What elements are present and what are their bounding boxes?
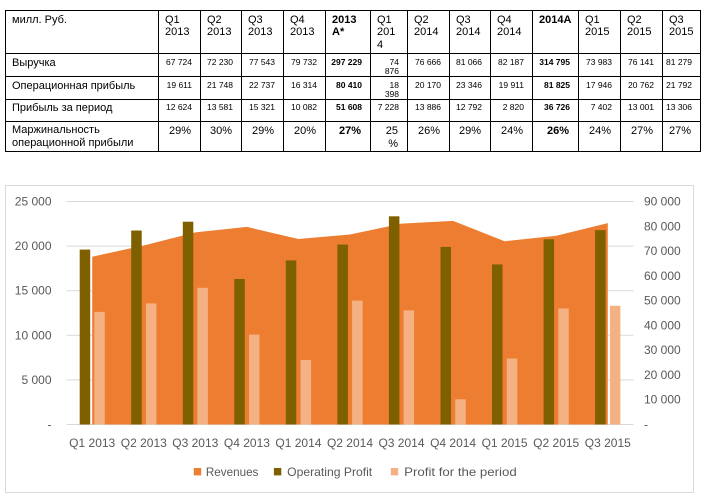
svg-text:40 000: 40 000 — [644, 318, 681, 332]
svg-text:60 000: 60 000 — [644, 269, 681, 283]
svg-text:20 000: 20 000 — [644, 368, 681, 382]
svg-text:Profit for the period: Profit for the period — [404, 465, 517, 479]
svg-text:20 000: 20 000 — [15, 239, 52, 253]
svg-text:Q1 2013: Q1 2013 — [69, 436, 115, 450]
svg-text:Q1 2014: Q1 2014 — [275, 436, 321, 450]
svg-text:25 000: 25 000 — [15, 195, 52, 209]
svg-text:-: - — [644, 418, 648, 432]
svg-text:5 000: 5 000 — [21, 373, 51, 387]
svg-text:Q4 2013: Q4 2013 — [224, 436, 270, 450]
svg-text:50 000: 50 000 — [644, 294, 681, 308]
svg-text:Q3 2013: Q3 2013 — [172, 436, 218, 450]
svg-text:90 000: 90 000 — [644, 195, 681, 209]
svg-text:15 000: 15 000 — [15, 284, 52, 298]
svg-text:Q4 2014: Q4 2014 — [430, 436, 476, 450]
svg-text:Q1 2015: Q1 2015 — [482, 436, 528, 450]
svg-text:-: - — [48, 418, 52, 432]
svg-text:Q3 2014: Q3 2014 — [378, 436, 424, 450]
svg-text:10 000: 10 000 — [15, 328, 52, 342]
svg-text:10 000: 10 000 — [644, 393, 681, 407]
svg-text:70 000: 70 000 — [644, 244, 681, 258]
svg-text:80 000: 80 000 — [644, 219, 681, 233]
svg-text:Q2 2015: Q2 2015 — [533, 436, 579, 450]
svg-text:Q2 2013: Q2 2013 — [121, 436, 167, 450]
svg-text:Operating Profit: Operating Profit — [287, 465, 373, 479]
svg-text:30 000: 30 000 — [644, 343, 681, 357]
svg-text:Q3 2015: Q3 2015 — [585, 436, 631, 450]
svg-text:Revenues: Revenues — [206, 465, 259, 479]
svg-text:Q2 2014: Q2 2014 — [327, 436, 373, 450]
